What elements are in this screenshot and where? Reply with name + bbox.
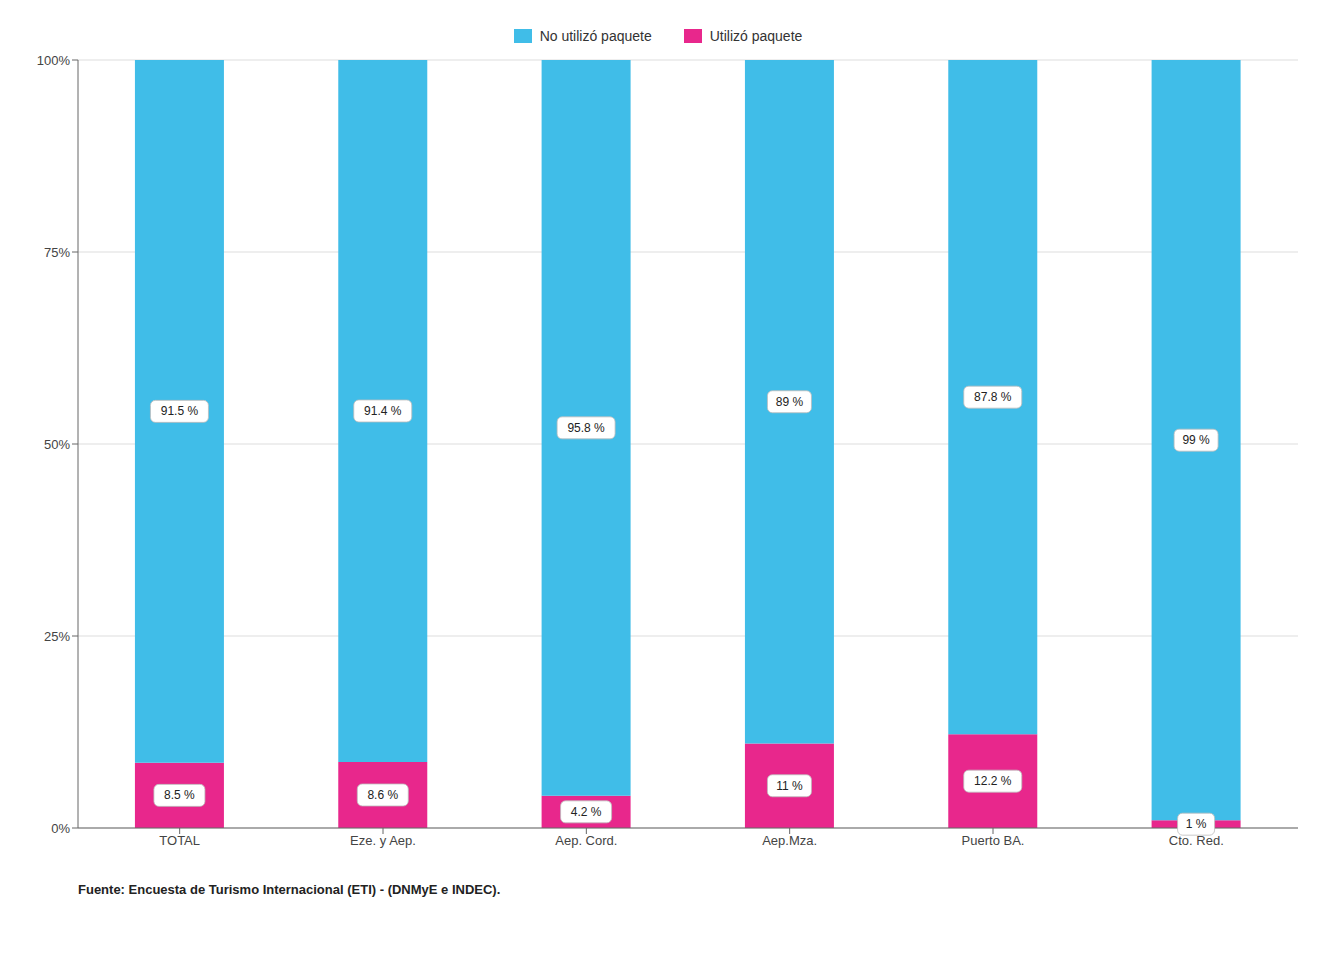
svg-text:Aep.Mza.: Aep.Mza.	[762, 833, 817, 848]
svg-text:91.4 %: 91.4 %	[364, 404, 402, 418]
svg-text:8.6 %: 8.6 %	[367, 788, 398, 802]
svg-text:4.2 %: 4.2 %	[571, 805, 602, 819]
svg-text:95.8 %: 95.8 %	[567, 421, 605, 435]
html-text:No utilizó paquete: No utilizó paquete	[539, 28, 652, 44]
svg-text:100%: 100%	[37, 53, 71, 68]
svg-text:Aep. Cord.: Aep. Cord.	[555, 833, 617, 848]
svg-text:11 %: 11 %	[776, 779, 803, 793]
svg-text:TOTAL: TOTAL	[159, 833, 200, 848]
svg-text:8.5 %: 8.5 %	[164, 788, 195, 802]
svg-text:50%: 50%	[44, 437, 70, 452]
svg-text:89 %: 89 %	[776, 395, 804, 409]
svg-text:Puerto BA.: Puerto BA.	[962, 833, 1025, 848]
svg-text:75%: 75%	[44, 245, 70, 260]
svg-text:Eze. y Aep.: Eze. y Aep.	[350, 833, 416, 848]
svg-text:25%: 25%	[44, 629, 70, 644]
svg-text:12.2 %: 12.2 %	[974, 774, 1012, 788]
svg-text:Cto. Red.: Cto. Red.	[1168, 833, 1224, 849]
svg-text:91.5 %: 91.5 %	[161, 404, 199, 418]
svg-text:0%: 0%	[51, 821, 70, 836]
html-text:Utilizó paquete: Utilizó paquete	[709, 28, 803, 44]
svg-text:1 %: 1 %	[1186, 817, 1207, 831]
svg-text:87.8 %: 87.8 %	[974, 390, 1012, 404]
html-text:Fuente: Encuesta de Turismo In: Fuente: Encuesta de Turismo Internaciona…	[78, 882, 501, 897]
svg-text:99 %: 99 %	[1182, 433, 1210, 447]
